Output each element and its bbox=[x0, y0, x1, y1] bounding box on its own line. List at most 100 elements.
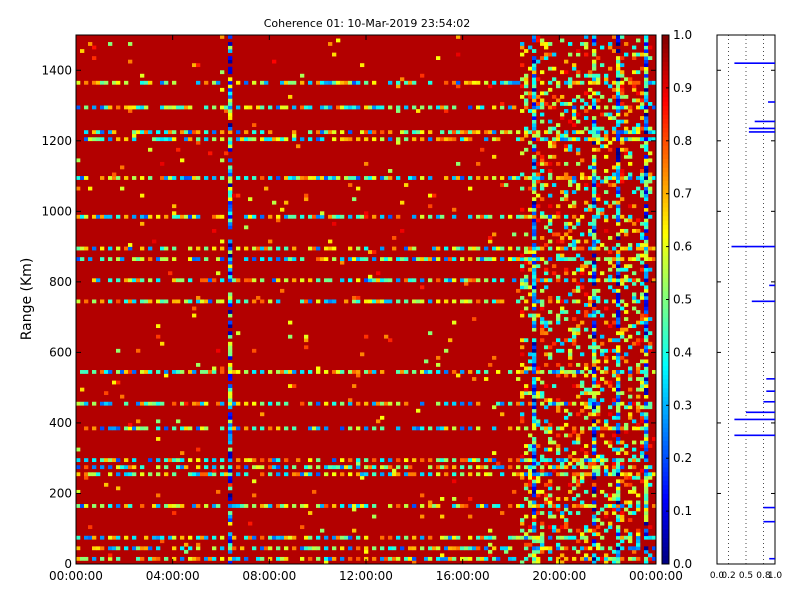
heatmap-cell bbox=[632, 84, 637, 89]
heatmap-cell bbox=[152, 504, 157, 508]
heatmap-cell bbox=[408, 472, 413, 477]
heatmap-cell bbox=[188, 278, 193, 283]
heatmap-cell bbox=[592, 437, 597, 441]
heatmap-cell bbox=[520, 345, 525, 350]
heatmap-cell bbox=[236, 458, 241, 463]
heatmap-cell bbox=[532, 91, 537, 96]
heatmap-cell bbox=[468, 176, 473, 180]
heatmap-cell bbox=[520, 521, 525, 526]
heatmap-cell bbox=[532, 236, 537, 240]
heatmap-cell bbox=[596, 458, 601, 463]
heatmap-cell bbox=[572, 190, 577, 194]
heatmap-cell bbox=[636, 218, 641, 223]
heatmap-cell bbox=[528, 553, 533, 558]
heatmap-cell bbox=[304, 338, 309, 343]
heatmap-cell bbox=[556, 546, 561, 551]
colorbar-strip bbox=[662, 440, 669, 446]
heatmap-cell bbox=[520, 419, 525, 424]
heatmap-cell bbox=[488, 236, 493, 240]
heatmap-cell bbox=[192, 370, 197, 374]
heatmap-cell bbox=[620, 472, 625, 477]
heatmap-cell bbox=[572, 426, 577, 431]
heatmap-cell bbox=[592, 475, 597, 480]
heatmap-cell bbox=[616, 102, 621, 106]
heatmap-cell bbox=[572, 112, 577, 117]
heatmap-cell bbox=[236, 246, 241, 251]
heatmap-cell bbox=[492, 535, 497, 540]
heatmap-cell bbox=[592, 193, 597, 198]
heatmap-cell bbox=[548, 278, 553, 283]
heatmap-cell bbox=[540, 98, 545, 103]
heatmap-cell bbox=[428, 137, 433, 142]
heatmap-cell bbox=[592, 218, 597, 223]
heatmap-cell bbox=[240, 546, 245, 551]
heatmap-cell bbox=[568, 147, 573, 152]
heatmap-cell bbox=[212, 472, 217, 477]
heatmap-cell bbox=[592, 281, 597, 286]
heatmap-cell bbox=[228, 486, 233, 491]
heatmap-cell bbox=[108, 278, 113, 283]
heatmap-cell bbox=[540, 317, 545, 321]
heatmap-cell bbox=[196, 214, 201, 219]
heatmap-cell bbox=[108, 130, 113, 135]
heatmap-cell bbox=[272, 200, 277, 205]
heatmap-cell bbox=[128, 370, 133, 374]
heatmap-cell bbox=[484, 214, 489, 219]
heatmap-cell bbox=[160, 257, 165, 262]
heatmap-cell bbox=[524, 84, 529, 89]
heatmap-cell bbox=[508, 401, 513, 406]
heatmap-cell bbox=[484, 458, 489, 463]
heatmap-cell bbox=[644, 161, 649, 166]
heatmap-cell bbox=[640, 246, 645, 251]
heatmap-cell bbox=[608, 257, 613, 262]
heatmap-cell bbox=[140, 221, 145, 226]
heatmap-cell bbox=[564, 546, 569, 551]
heatmap-cell bbox=[460, 130, 465, 135]
heatmap-cell bbox=[92, 56, 97, 60]
heatmap-cell bbox=[604, 419, 609, 424]
heatmap-cell bbox=[452, 207, 457, 212]
heatmap-cell bbox=[644, 313, 649, 318]
heatmap-cell bbox=[596, 105, 601, 110]
heatmap-cell bbox=[420, 546, 425, 551]
heatmap-cell bbox=[616, 482, 621, 487]
heatmap-cell bbox=[332, 80, 337, 85]
profile-x-tick-label: 0.0 bbox=[710, 571, 725, 581]
heatmap-cell bbox=[228, 278, 233, 283]
colorbar-strip bbox=[662, 295, 669, 300]
heatmap-cell bbox=[548, 161, 553, 166]
heatmap-cell bbox=[644, 377, 649, 381]
heatmap-cell bbox=[532, 221, 537, 226]
heatmap-cell bbox=[452, 546, 457, 551]
heatmap-cell bbox=[604, 493, 609, 498]
heatmap-cell bbox=[644, 285, 649, 290]
heatmap-cell bbox=[516, 401, 521, 406]
heatmap-cell bbox=[608, 236, 613, 240]
heatmap-cell bbox=[476, 426, 481, 431]
heatmap-cell bbox=[524, 532, 529, 537]
heatmap-cell bbox=[552, 528, 557, 533]
heatmap-cell bbox=[576, 80, 581, 85]
colorbar-strip bbox=[662, 154, 669, 159]
heatmap-cell bbox=[596, 468, 601, 473]
heatmap-cell bbox=[532, 257, 537, 262]
heatmap-cell bbox=[604, 105, 609, 110]
heatmap-cell bbox=[564, 278, 569, 283]
profile-x-tick-label: 1.0 bbox=[768, 571, 783, 581]
heatmap-cell bbox=[548, 80, 553, 85]
heatmap-cell bbox=[616, 507, 621, 512]
heatmap-cell bbox=[544, 429, 549, 434]
heatmap-cell bbox=[244, 278, 249, 283]
heatmap-cell bbox=[620, 87, 625, 92]
heatmap-cell bbox=[560, 310, 565, 314]
heatmap-cell bbox=[136, 546, 141, 551]
heatmap-cell bbox=[604, 169, 609, 173]
heatmap-cell bbox=[204, 465, 209, 470]
heatmap-cell bbox=[228, 260, 233, 265]
heatmap-cell bbox=[532, 528, 537, 533]
heatmap-cell bbox=[544, 243, 549, 247]
heatmap-cell bbox=[328, 278, 333, 283]
heatmap-cell bbox=[608, 274, 613, 279]
y-axis-label: Range (Km) bbox=[19, 258, 35, 341]
heatmap-cell bbox=[520, 518, 525, 522]
